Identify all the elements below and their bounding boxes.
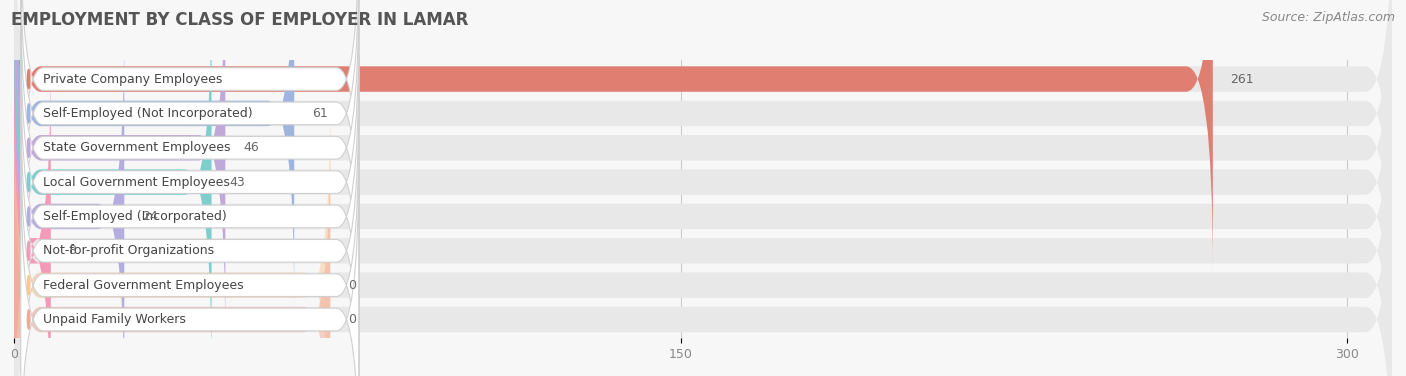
FancyBboxPatch shape [14,92,330,376]
FancyBboxPatch shape [14,0,1213,273]
FancyBboxPatch shape [21,0,359,240]
FancyBboxPatch shape [14,0,1392,307]
Text: 8: 8 [69,244,76,257]
FancyBboxPatch shape [14,0,1392,376]
FancyBboxPatch shape [21,125,359,376]
FancyBboxPatch shape [14,23,1392,376]
Text: 46: 46 [243,141,259,154]
Text: 43: 43 [229,176,245,189]
Circle shape [27,173,30,192]
FancyBboxPatch shape [14,0,294,307]
FancyBboxPatch shape [21,56,359,376]
Text: Source: ZipAtlas.com: Source: ZipAtlas.com [1261,11,1395,24]
Circle shape [27,276,30,295]
Text: Self-Employed (Not Incorporated): Self-Employed (Not Incorporated) [44,107,253,120]
FancyBboxPatch shape [14,0,225,341]
Text: 0: 0 [349,313,356,326]
Text: Local Government Employees: Local Government Employees [44,176,231,189]
FancyBboxPatch shape [14,58,51,376]
FancyBboxPatch shape [14,126,1392,376]
Text: Unpaid Family Workers: Unpaid Family Workers [44,313,186,326]
FancyBboxPatch shape [14,0,1392,341]
Text: Not-for-profit Organizations: Not-for-profit Organizations [44,244,214,257]
FancyBboxPatch shape [14,126,330,376]
Text: State Government Employees: State Government Employees [44,141,231,154]
FancyBboxPatch shape [14,92,1392,376]
Text: 24: 24 [142,210,157,223]
FancyBboxPatch shape [14,58,1392,376]
FancyBboxPatch shape [14,23,124,376]
Text: Self-Employed (Incorporated): Self-Employed (Incorporated) [44,210,226,223]
FancyBboxPatch shape [21,22,359,343]
Text: 0: 0 [349,279,356,292]
FancyBboxPatch shape [21,90,359,376]
Circle shape [27,70,30,89]
Text: EMPLOYMENT BY CLASS OF EMPLOYER IN LAMAR: EMPLOYMENT BY CLASS OF EMPLOYER IN LAMAR [11,11,468,29]
Circle shape [27,207,30,226]
FancyBboxPatch shape [21,159,359,376]
FancyBboxPatch shape [21,0,359,274]
FancyBboxPatch shape [14,0,211,376]
Text: 61: 61 [312,107,328,120]
Text: 261: 261 [1230,73,1254,86]
Circle shape [27,310,30,329]
Circle shape [27,104,30,123]
Text: Federal Government Employees: Federal Government Employees [44,279,243,292]
Text: Private Company Employees: Private Company Employees [44,73,222,86]
Circle shape [27,138,30,158]
FancyBboxPatch shape [21,0,359,308]
Circle shape [27,241,30,261]
FancyBboxPatch shape [14,0,1392,273]
